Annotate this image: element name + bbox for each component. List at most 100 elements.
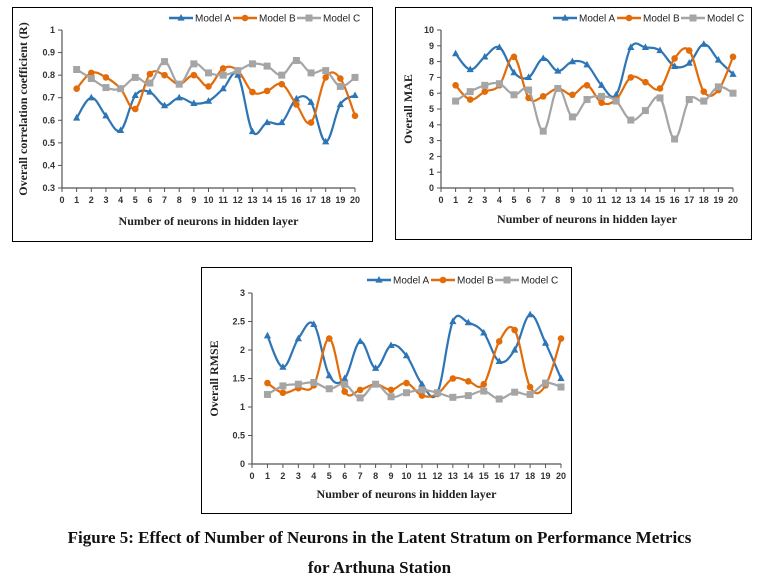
- x-tick-label: 8: [177, 195, 182, 205]
- data-point: [307, 98, 315, 105]
- data-point: [480, 328, 488, 336]
- data-point: [539, 93, 547, 100]
- series-model-a: [73, 71, 359, 145]
- x-tick-label: 10: [582, 195, 592, 205]
- data-point: [351, 112, 359, 120]
- data-point: [642, 78, 649, 86]
- x-tick-label: 14: [463, 471, 473, 481]
- data-point: [263, 331, 272, 339]
- x-tick-label: 15: [479, 471, 489, 481]
- data-point: [510, 53, 518, 61]
- x-tick-label: 19: [713, 195, 723, 205]
- x-tick-label: 15: [655, 195, 665, 205]
- data-point: [466, 96, 474, 103]
- legend-marker: [561, 14, 569, 21]
- data-point: [87, 75, 95, 83]
- data-point: [481, 81, 489, 89]
- data-point: [337, 75, 344, 82]
- data-point: [464, 318, 472, 326]
- x-tick-label: 10: [401, 471, 411, 481]
- legend-item: Model C: [297, 14, 360, 25]
- data-point: [234, 67, 242, 75]
- x-tick-label: 7: [358, 471, 363, 481]
- data-point: [310, 378, 318, 386]
- data-point: [656, 94, 664, 102]
- data-point: [310, 320, 318, 327]
- x-tick-label: 7: [541, 195, 546, 205]
- figure-caption: Figure 5: Effect of Number of Neurons in…: [0, 523, 759, 583]
- y-tick-label: 3: [240, 288, 245, 298]
- data-point: [671, 62, 679, 69]
- data-point: [87, 93, 95, 101]
- x-tick-label: 13: [247, 195, 257, 205]
- data-point: [356, 394, 364, 402]
- series-model-c: [73, 56, 359, 93]
- data-point: [402, 351, 411, 359]
- legend-label: Model B: [643, 14, 680, 25]
- data-point: [511, 326, 518, 334]
- y-axis-title: Overall MAE: [401, 74, 415, 144]
- legend-item: Model C: [681, 14, 744, 25]
- data-point: [542, 379, 550, 387]
- data-point: [117, 85, 125, 93]
- x-tick-label: 10: [203, 195, 213, 205]
- data-point: [729, 53, 737, 61]
- x-tick-label: 16: [494, 471, 504, 481]
- data-point: [341, 374, 349, 382]
- data-point: [480, 380, 488, 388]
- data-point: [248, 127, 257, 135]
- x-tick-label: 5: [511, 195, 516, 205]
- data-point: [307, 69, 315, 77]
- data-point: [656, 85, 664, 92]
- legend: Model A Model B Model C: [169, 14, 360, 25]
- data-point: [700, 88, 708, 95]
- x-tick-label: 14: [262, 195, 272, 205]
- data-point: [714, 83, 722, 91]
- x-tick-label: 6: [342, 471, 347, 481]
- y-tick-label: 9: [429, 41, 434, 51]
- data-point: [307, 119, 315, 126]
- data-point: [714, 56, 722, 63]
- series-model-a: [263, 310, 565, 399]
- data-point: [73, 114, 81, 121]
- data-point: [293, 101, 300, 108]
- data-point: [557, 374, 565, 382]
- y-tick-label: 3: [429, 136, 434, 146]
- data-point: [641, 107, 649, 115]
- data-point: [612, 97, 620, 105]
- data-point: [336, 82, 344, 90]
- data-point: [351, 91, 359, 99]
- data-point: [465, 378, 472, 385]
- data-point: [73, 66, 81, 73]
- data-point: [539, 127, 547, 135]
- data-point: [279, 389, 287, 397]
- x-axis-title: Number of neurons in hidden layer: [497, 212, 678, 226]
- legend-marker: [375, 276, 383, 283]
- legend-label: Model C: [707, 14, 744, 25]
- data-point: [387, 341, 395, 349]
- y-tick-label: 0.3: [42, 183, 55, 193]
- data-point: [495, 80, 503, 88]
- y-tick-label: 1: [240, 402, 245, 412]
- y-tick-label: 8: [429, 57, 434, 67]
- data-point: [511, 388, 519, 396]
- data-point: [161, 58, 169, 66]
- data-point: [671, 55, 678, 62]
- data-point: [557, 383, 565, 391]
- y-tick-label: 0.7: [42, 93, 55, 103]
- data-point: [671, 135, 679, 143]
- x-tick-label: 8: [555, 195, 560, 205]
- data-point: [418, 392, 426, 399]
- data-point: [539, 54, 547, 62]
- legend-label: Model A: [579, 14, 615, 25]
- chart-svg-rmse: 00.511.522.530 1 2 3 4 5 6 7 8 9 10 11 12 13 14 15 16 17 1…: [207, 276, 566, 502]
- data-point: [372, 380, 380, 388]
- data-point: [146, 79, 154, 87]
- data-point: [641, 43, 649, 50]
- data-point: [525, 86, 533, 94]
- y-tick-label: 10: [424, 25, 434, 35]
- data-point: [568, 113, 576, 121]
- chart-rmse: 0 0.5 1 1.5 2 2.5 3 0 1 2 3 4 5 6 7 8 9 10 11 12 13 14 15 16 17 1…: [201, 267, 572, 514]
- data-point: [294, 380, 302, 388]
